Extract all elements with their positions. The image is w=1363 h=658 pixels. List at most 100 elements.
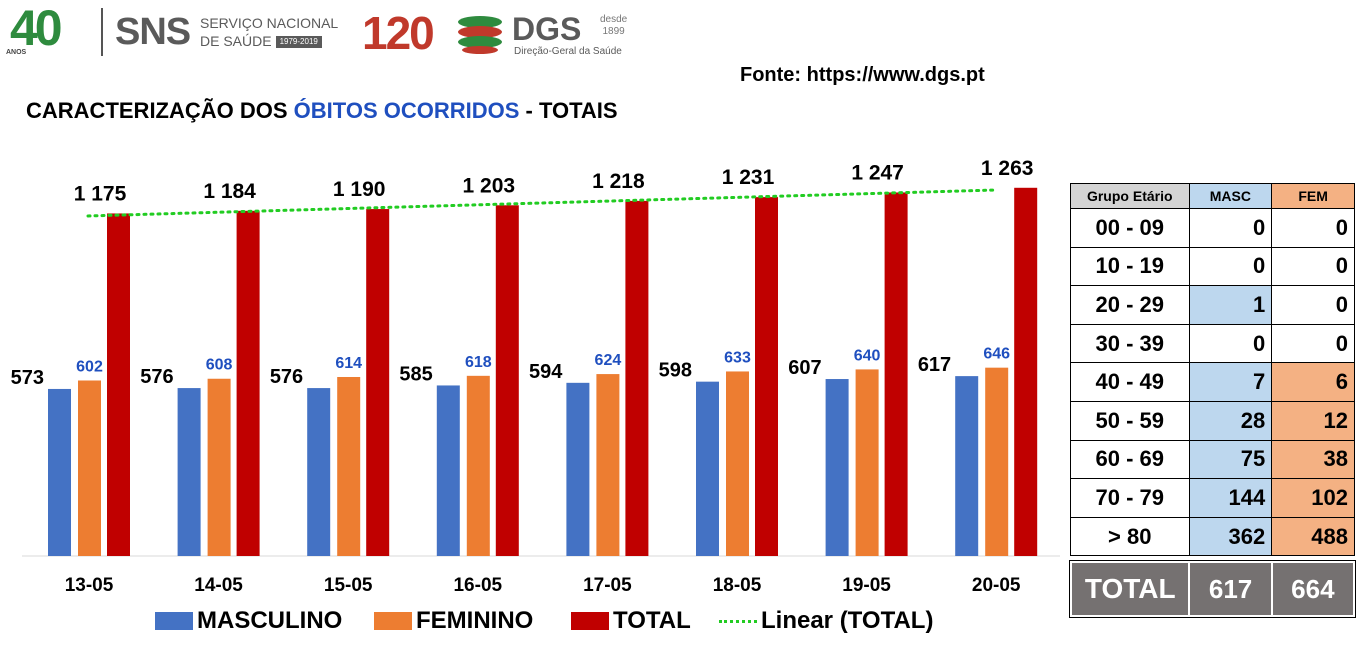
data-label-total: 1 231 [722, 166, 775, 189]
total-row: TOTAL 617 664 [1069, 561, 1356, 617]
age-group-table: Grupo Etário MASC FEM 00 - 09 0 0 10 - 19 0 0… [1070, 183, 1355, 557]
data-label-masculino: 607 [788, 357, 821, 379]
legend-total-label: TOTAL [613, 607, 691, 634]
bar-total [884, 192, 908, 556]
fem-cell: 0 [1271, 285, 1355, 325]
data-label-masculino: 598 [659, 360, 692, 382]
data-label-masculino: 594 [529, 361, 563, 383]
bar-masculino [566, 382, 590, 556]
data-label-total: 1 218 [592, 170, 645, 193]
bar-feminino [466, 375, 490, 556]
legend-masculino-label: MASCULINO [197, 607, 343, 634]
logo-divider [101, 8, 103, 56]
bar-masculino [48, 388, 71, 556]
bar-feminino [207, 378, 231, 556]
fem-cell: 488 [1271, 516, 1355, 557]
dgs-emblem-icon [458, 16, 502, 54]
age-group-cell: 50 - 59 [1070, 400, 1190, 441]
total-fem: 664 [1270, 561, 1356, 617]
table-row: 70 - 79 144 102 [1070, 478, 1355, 518]
source-label: Fonte: https://www.dgs.pt [740, 64, 985, 86]
bar-masculino [825, 379, 849, 556]
dgs-120-logo: 120 [362, 7, 435, 59]
bar-total [236, 210, 260, 556]
data-label-masculino: 576 [140, 366, 173, 388]
fem-cell: 0 [1271, 246, 1355, 287]
bar-total [1014, 187, 1038, 556]
x-tick-label: 20-05 [972, 575, 1021, 596]
logo-40-number: 40 [10, 0, 63, 56]
x-tick-label: 16-05 [453, 575, 502, 596]
x-tick-label: 13-05 [65, 575, 114, 596]
data-label-total: 1 203 [463, 174, 516, 197]
page-title: CARACTERIZAÇÃO DOS ÓBITOS OCORRIDOS - TO… [26, 98, 618, 124]
table-row: 00 - 09 0 0 [1070, 208, 1355, 248]
masc-cell: 362 [1188, 516, 1273, 557]
masc-cell: 0 [1188, 208, 1273, 248]
bar-masculino [307, 388, 331, 556]
table-row: > 80 362 488 [1070, 516, 1355, 557]
data-label-masculino: 576 [270, 366, 303, 388]
dgs-since-year: 1899 [602, 26, 625, 37]
title-highlight: ÓBITOS OCORRIDOS [293, 98, 520, 123]
data-label-feminino: 624 [595, 352, 622, 369]
data-label-masculino: 617 [918, 354, 951, 376]
legend-feminino-swatch [374, 612, 412, 630]
bar-masculino [177, 388, 201, 556]
table-row: 60 - 69 75 38 [1070, 439, 1355, 480]
data-label-feminino: 602 [76, 358, 103, 375]
total-masc: 617 [1188, 561, 1273, 617]
age-group-cell: 30 - 39 [1070, 323, 1190, 364]
age-group-cell: 60 - 69 [1070, 439, 1190, 480]
fem-cell: 0 [1271, 208, 1355, 248]
dgs-logo-text: DGS [512, 11, 582, 47]
data-label-masculino: 573 [11, 367, 44, 389]
x-tick-label: 15-05 [324, 575, 373, 596]
bar-total [107, 213, 130, 556]
x-tick-label: 17-05 [583, 575, 632, 596]
data-label-total: 1 247 [851, 161, 904, 184]
table-row: 50 - 59 28 12 [1070, 400, 1355, 441]
data-label-total: 1 190 [333, 178, 386, 201]
fem-cell: 12 [1271, 400, 1355, 441]
title-part3: - TOTAIS [519, 98, 618, 123]
data-label-feminino: 608 [206, 357, 233, 374]
bar-total [755, 197, 778, 556]
fem-cell: 6 [1271, 362, 1355, 402]
dgs-since-word: desde [600, 14, 628, 25]
table-row: 30 - 39 0 0 [1070, 323, 1355, 364]
age-group-cell: 40 - 49 [1070, 362, 1190, 402]
table-row: 20 - 29 1 0 [1070, 285, 1355, 325]
logo-40-anos: ANOS [6, 49, 27, 56]
x-tick-label: 19-05 [842, 575, 891, 596]
fem-cell: 102 [1271, 478, 1355, 518]
header-masc: MASC [1188, 183, 1273, 209]
trendline [86, 188, 998, 218]
logo-120-number: 120 [362, 7, 435, 59]
total-row-frame: TOTAL 617 664 [1069, 560, 1356, 618]
data-label-feminino: 618 [465, 354, 492, 371]
age-group-cell: 70 - 79 [1070, 478, 1190, 518]
title-part1: CARACTERIZAÇÃO DOS [26, 98, 294, 123]
sns-logo-line1: SERVIÇO NACIONAL [200, 15, 339, 31]
sns-logo-years: 1979-2019 [275, 36, 322, 49]
sns-logo-line2: DE SAÚDE [200, 33, 272, 49]
legend-masculino-swatch [155, 612, 193, 630]
fem-cell: 38 [1271, 439, 1355, 480]
data-label-feminino: 640 [854, 347, 881, 364]
data-label-total: 1 263 [981, 157, 1034, 180]
bar-feminino [337, 376, 361, 556]
masc-cell: 144 [1188, 478, 1273, 518]
data-label-total: 1 184 [203, 180, 256, 203]
header-fem: FEM [1271, 183, 1355, 209]
table-row: 10 - 19 0 0 [1070, 246, 1355, 287]
age-group-cell: > 80 [1070, 516, 1190, 557]
data-label-feminino: 646 [983, 346, 1010, 363]
masc-cell: 75 [1188, 439, 1273, 480]
bar-total [625, 200, 649, 556]
table-row: 40 - 49 7 6 [1070, 362, 1355, 402]
legend-masculino: MASCULINO [155, 606, 342, 636]
sns-40-anos-logo: 40 ANOS [4, 0, 96, 58]
masc-cell: 0 [1188, 246, 1273, 287]
bar-feminino [855, 369, 879, 556]
